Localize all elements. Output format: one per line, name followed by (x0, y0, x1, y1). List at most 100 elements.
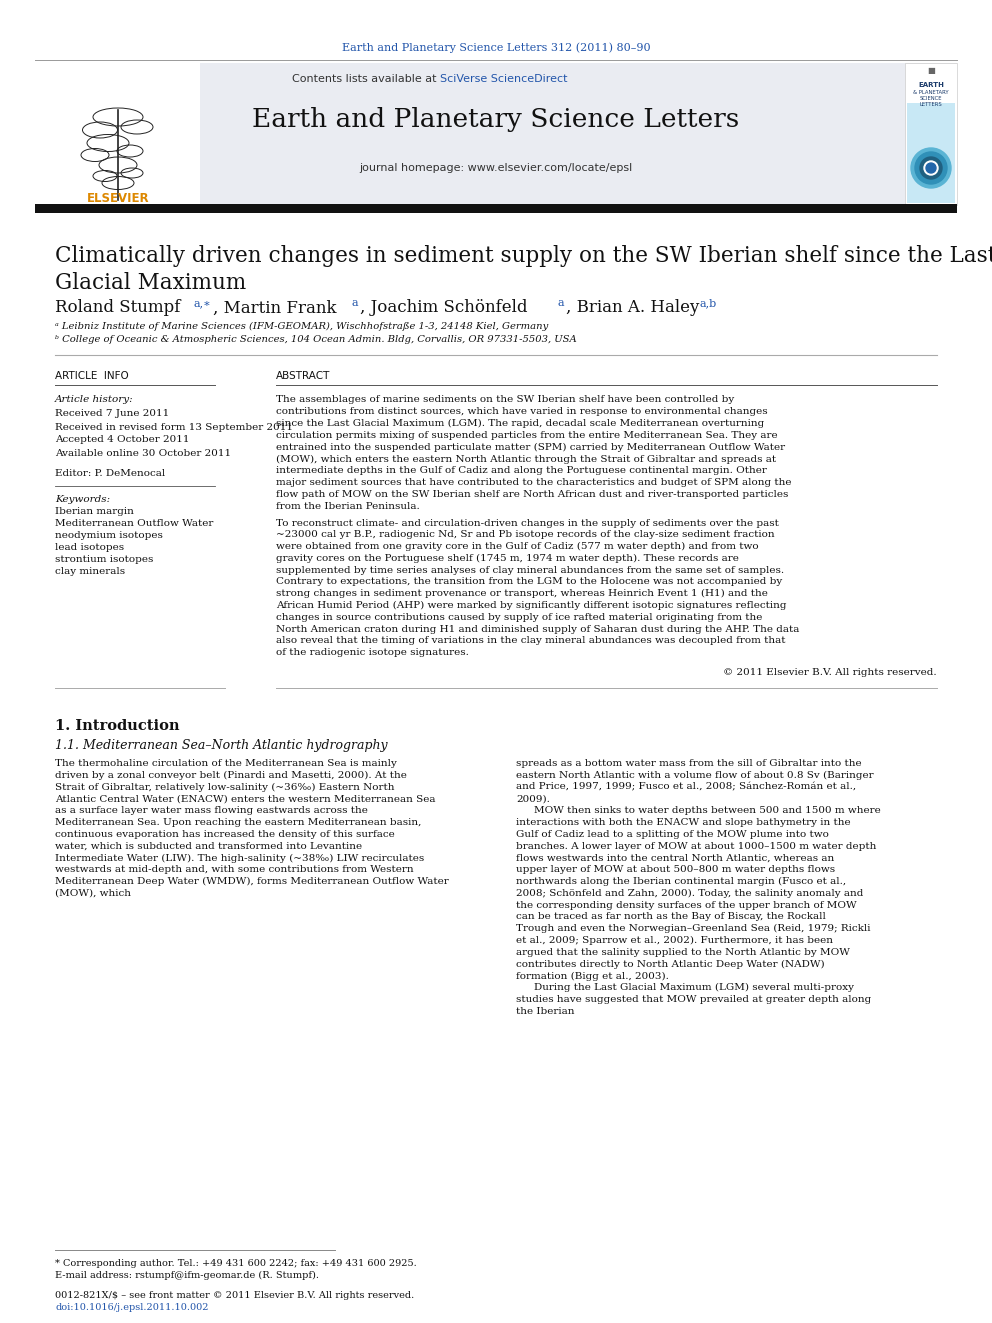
Text: 1.1. Mediterranean Sea–North Atlantic hydrography: 1.1. Mediterranean Sea–North Atlantic hy… (55, 740, 388, 751)
Text: as a surface layer water mass flowing eastwards across the: as a surface layer water mass flowing ea… (55, 806, 368, 815)
Text: journal homepage: www.elsevier.com/locate/epsl: journal homepage: www.elsevier.com/locat… (359, 163, 633, 173)
Text: studies have suggested that MOW prevailed at greater depth along: studies have suggested that MOW prevaile… (516, 995, 871, 1004)
Text: water, which is subducted and transformed into Levantine: water, which is subducted and transforme… (55, 841, 362, 851)
Text: ᵃ Leibniz Institute of Marine Sciences (IFM-GEOMAR), Wischhofstraße 1-3, 24148 K: ᵃ Leibniz Institute of Marine Sciences (… (55, 321, 549, 331)
Text: 2009).: 2009). (516, 795, 550, 803)
Text: contributes directly to North Atlantic Deep Water (NADW): contributes directly to North Atlantic D… (516, 959, 824, 968)
Text: The assemblages of marine sediments on the SW Iberian shelf have been controlled: The assemblages of marine sediments on t… (276, 396, 734, 405)
Text: , Joachim Schönfeld: , Joachim Schönfeld (360, 299, 533, 316)
Text: To reconstruct climate- and circulation-driven changes in the supply of sediment: To reconstruct climate- and circulation-… (276, 519, 779, 528)
Text: a: a (352, 298, 359, 308)
Text: lead isotopes: lead isotopes (55, 544, 124, 553)
Text: branches. A lower layer of MOW at about 1000–1500 m water depth: branches. A lower layer of MOW at about … (516, 841, 876, 851)
Text: gravity cores on the Portuguese shelf (1745 m, 1974 m water depth). These record: gravity cores on the Portuguese shelf (1… (276, 554, 739, 564)
Text: ~23000 cal yr B.P., radiogenic Nd, Sr and Pb isotope records of the clay-size se: ~23000 cal yr B.P., radiogenic Nd, Sr an… (276, 531, 775, 540)
Circle shape (915, 152, 947, 184)
Text: E-mail address: rstumpf@ifm-geomar.de (R. Stumpf).: E-mail address: rstumpf@ifm-geomar.de (R… (55, 1270, 319, 1279)
Text: et al., 2009; Sparrow et al., 2002). Furthermore, it has been: et al., 2009; Sparrow et al., 2002). Fur… (516, 937, 833, 945)
Text: the Iberian: the Iberian (516, 1007, 574, 1016)
Text: westwards at mid-depth and, with some contributions from Western: westwards at mid-depth and, with some co… (55, 865, 414, 875)
Text: of the radiogenic isotope signatures.: of the radiogenic isotope signatures. (276, 648, 469, 658)
Text: Gulf of Cadiz lead to a splitting of the MOW plume into two: Gulf of Cadiz lead to a splitting of the… (516, 830, 829, 839)
Text: were obtained from one gravity core in the Gulf of Cadiz (577 m water depth) and: were obtained from one gravity core in t… (276, 542, 759, 552)
Bar (35, 204, 957, 213)
Text: (MOW), which enters the eastern North Atlantic through the Strait of Gibraltar a: (MOW), which enters the eastern North At… (276, 454, 776, 463)
Text: spreads as a bottom water mass from the sill of Gibraltar into the: spreads as a bottom water mass from the … (516, 759, 862, 769)
Text: & PLANETARY: & PLANETARY (914, 90, 948, 94)
Text: Atlantic Central Water (ENACW) enters the western Mediterranean Sea: Atlantic Central Water (ENACW) enters th… (55, 795, 435, 803)
Text: a,∗: a,∗ (194, 298, 211, 308)
Text: Article history:: Article history: (55, 396, 134, 405)
Text: Earth and Planetary Science Letters: Earth and Planetary Science Letters (252, 107, 740, 132)
Text: LETTERS: LETTERS (920, 102, 942, 106)
Text: can be traced as far north as the Bay of Biscay, the Rockall: can be traced as far north as the Bay of… (516, 913, 826, 922)
Circle shape (911, 148, 951, 188)
Text: Mediterranean Outflow Water: Mediterranean Outflow Water (55, 520, 213, 528)
Text: the corresponding density surfaces of the upper branch of MOW: the corresponding density surfaces of th… (516, 901, 857, 910)
Text: Climatically driven changes in sediment supply on the SW Iberian shelf since the: Climatically driven changes in sediment … (55, 245, 992, 267)
Text: ARTICLE  INFO: ARTICLE INFO (55, 370, 129, 381)
Text: ■: ■ (928, 66, 934, 74)
Text: Editor: P. DeMenocal: Editor: P. DeMenocal (55, 470, 166, 479)
Text: and Price, 1997, 1999; Fusco et al., 2008; Sánchez-Román et al.,: and Price, 1997, 1999; Fusco et al., 200… (516, 783, 856, 791)
Text: entrained into the suspended particulate matter (SPM) carried by Mediterranean O: entrained into the suspended particulate… (276, 443, 785, 451)
Text: Intermediate Water (LIW). The high-salinity (~38‰) LIW recirculates: Intermediate Water (LIW). The high-salin… (55, 853, 425, 863)
Text: ABSTRACT: ABSTRACT (276, 370, 330, 381)
Text: SCIENCE: SCIENCE (920, 95, 942, 101)
Text: (MOW), which: (MOW), which (55, 889, 131, 898)
Text: clay minerals: clay minerals (55, 568, 125, 577)
Circle shape (920, 157, 942, 179)
Text: flows westwards into the central North Atlantic, whereas an: flows westwards into the central North A… (516, 853, 834, 863)
Text: from the Iberian Peninsula.: from the Iberian Peninsula. (276, 501, 420, 511)
Text: formation (Bigg et al., 2003).: formation (Bigg et al., 2003). (516, 971, 669, 980)
Text: interactions with both the ENACW and slope bathymetry in the: interactions with both the ENACW and slo… (516, 818, 850, 827)
Bar (35, 64, 957, 205)
Text: Contrary to expectations, the transition from the LGM to the Holocene was not ac: Contrary to expectations, the transition… (276, 578, 783, 586)
Text: changes in source contributions caused by supply of ice rafted material originat: changes in source contributions caused b… (276, 613, 763, 622)
Text: MOW then sinks to water depths between 500 and 1500 m where: MOW then sinks to water depths between 5… (534, 806, 881, 815)
Text: Received 7 June 2011: Received 7 June 2011 (55, 410, 170, 418)
Text: a: a (558, 298, 564, 308)
Text: Keywords:: Keywords: (55, 495, 110, 504)
Text: Earth and Planetary Science Letters 312 (2011) 80–90: Earth and Planetary Science Letters 312 … (341, 42, 651, 53)
Text: © 2011 Elsevier B.V. All rights reserved.: © 2011 Elsevier B.V. All rights reserved… (723, 668, 937, 677)
Text: neodymium isotopes: neodymium isotopes (55, 532, 163, 541)
Text: intermediate depths in the Gulf of Cadiz and along the Portuguese continental ma: intermediate depths in the Gulf of Cadiz… (276, 466, 767, 475)
Text: Accepted 4 October 2011: Accepted 4 October 2011 (55, 435, 189, 445)
Circle shape (926, 163, 936, 173)
Text: since the Last Glacial Maximum (LGM). The rapid, decadal scale Mediterranean ove: since the Last Glacial Maximum (LGM). Th… (276, 419, 764, 429)
Text: also reveal that the timing of variations in the clay mineral abundances was dec: also reveal that the timing of variation… (276, 636, 786, 646)
Text: SciVerse ScienceDirect: SciVerse ScienceDirect (440, 74, 567, 83)
Text: strong changes in sediment provenance or transport, whereas Heinrich Event 1 (H1: strong changes in sediment provenance or… (276, 589, 768, 598)
Text: Available online 30 October 2011: Available online 30 October 2011 (55, 448, 231, 458)
Text: flow path of MOW on the SW Iberian shelf are North African dust and river-transp: flow path of MOW on the SW Iberian shelf… (276, 490, 789, 499)
Text: northwards along the Iberian continental margin (Fusco et al.,: northwards along the Iberian continental… (516, 877, 846, 886)
Text: ᵇ College of Oceanic & Atmospheric Sciences, 104 Ocean Admin. Bldg, Corvallis, O: ᵇ College of Oceanic & Atmospheric Scien… (55, 336, 576, 344)
Text: argued that the salinity supplied to the North Atlantic by MOW: argued that the salinity supplied to the… (516, 947, 850, 957)
Text: major sediment sources that have contributed to the characteristics and budget o: major sediment sources that have contrib… (276, 478, 792, 487)
Text: The thermohaline circulation of the Mediterranean Sea is mainly: The thermohaline circulation of the Medi… (55, 759, 397, 769)
Text: North American craton during H1 and diminished supply of Saharan dust during the: North American craton during H1 and dimi… (276, 624, 800, 634)
Text: doi:10.1016/j.epsl.2011.10.002: doi:10.1016/j.epsl.2011.10.002 (55, 1303, 208, 1311)
Text: Glacial Maximum: Glacial Maximum (55, 273, 246, 294)
Text: Contents lists available at: Contents lists available at (292, 74, 440, 83)
Text: a,b: a,b (700, 298, 717, 308)
Text: , Martin Frank: , Martin Frank (213, 299, 342, 316)
Text: contributions from distinct sources, which have varied in response to environmen: contributions from distinct sources, whi… (276, 407, 768, 417)
Text: ELSEVIER: ELSEVIER (86, 192, 150, 205)
Text: upper layer of MOW at about 500–800 m water depths flows: upper layer of MOW at about 500–800 m wa… (516, 865, 835, 875)
Text: Strait of Gibraltar, relatively low-salinity (~36‰) Eastern North: Strait of Gibraltar, relatively low-sali… (55, 783, 395, 791)
Text: continuous evaporation has increased the density of this surface: continuous evaporation has increased the… (55, 830, 395, 839)
Text: Mediterranean Sea. Upon reaching the eastern Mediterranean basin,: Mediterranean Sea. Upon reaching the eas… (55, 818, 422, 827)
Text: Trough and even the Norwegian–Greenland Sea (Reid, 1979; Rickli: Trough and even the Norwegian–Greenland … (516, 925, 871, 933)
Text: EARTH: EARTH (918, 82, 944, 89)
Text: During the Last Glacial Maximum (LGM) several multi-proxy: During the Last Glacial Maximum (LGM) se… (534, 983, 854, 992)
Text: driven by a zonal conveyor belt (Pinardi and Masetti, 2000). At the: driven by a zonal conveyor belt (Pinardi… (55, 771, 407, 781)
Text: Mediterranean Deep Water (WMDW), forms Mediterranean Outflow Water: Mediterranean Deep Water (WMDW), forms M… (55, 877, 448, 886)
Text: 2008; Schönfeld and Zahn, 2000). Today, the salinity anomaly and: 2008; Schönfeld and Zahn, 2000). Today, … (516, 889, 863, 898)
Circle shape (924, 161, 938, 175)
Bar (907, 103, 955, 202)
Text: 1. Introduction: 1. Introduction (55, 718, 180, 733)
Text: * Corresponding author. Tel.: +49 431 600 2242; fax: +49 431 600 2925.: * Corresponding author. Tel.: +49 431 60… (55, 1258, 417, 1267)
Text: Received in revised form 13 September 2011: Received in revised form 13 September 20… (55, 422, 293, 431)
